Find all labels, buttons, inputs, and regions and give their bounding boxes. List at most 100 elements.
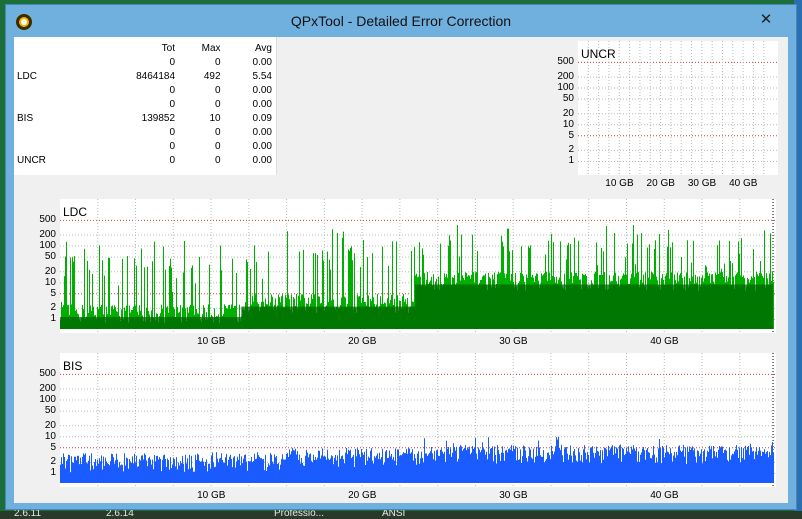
stats-max: 0: [215, 126, 221, 138]
taskbar-item[interactable]: 2.6.14: [106, 508, 134, 519]
stats-row: 0 0 0.00: [14, 55, 276, 69]
stats-label: UNCR: [17, 154, 46, 166]
stats-max: 0: [215, 98, 221, 110]
stats-max: 10: [209, 112, 221, 124]
uncr-chart: UNCR 500 200 100 50 20 10 5 2 1 10 GB 20 GB 30 GB 40…: [534, 37, 788, 195]
stats-label: [14, 55, 98, 69]
uncr-title: UNCR: [581, 47, 616, 61]
bis-plot-area: BIS: [60, 353, 776, 487]
stats-tot: 0: [169, 154, 176, 166]
stats-row: 0 0 0.00: [14, 97, 276, 111]
close-icon: ✕: [759, 11, 773, 28]
stats-label: [14, 97, 98, 111]
stats-label: LDC: [17, 70, 38, 82]
stats-max: 0: [215, 154, 221, 166]
stats-label: BIS: [17, 112, 34, 124]
x-tick-label: 30 GB: [499, 490, 528, 501]
y-tick-label: 50: [562, 93, 574, 105]
ldc-chart: LDC 500 200 100 50 20 10 5 2 1 10 GB 20 GB 30 GB 40 …: [22, 195, 782, 349]
stats-tot: 8464184: [136, 70, 176, 82]
y-tick-label: 100: [39, 240, 56, 252]
uncr-svg: [578, 41, 778, 175]
y-tick-label: 5: [50, 441, 56, 453]
stats-label: [14, 139, 98, 153]
series-bars: [60, 224, 774, 329]
y-tick-label: 5: [50, 287, 56, 299]
window-title: QPxTool - Detailed Error Correction: [290, 13, 512, 29]
stats-avg: 0.00: [252, 84, 272, 96]
stats-tot: 0: [169, 56, 176, 68]
y-tick-label: 10: [562, 118, 574, 130]
y-tick-label: 20: [44, 419, 56, 431]
y-tick-label: 1: [50, 313, 56, 325]
y-tick-label: 200: [39, 382, 56, 394]
y-tick-label: 100: [39, 394, 56, 406]
desktop-edge: [794, 0, 802, 519]
stats-avg: 0.00: [252, 126, 272, 138]
y-tick-label: 10: [44, 276, 56, 288]
y-tick-label: 20: [44, 265, 56, 277]
x-tick-label: 10 GB: [197, 336, 226, 347]
stats-row: 0 0 0.00: [14, 83, 276, 97]
dense-band: [415, 284, 774, 329]
stats-avg: 0.00: [252, 56, 272, 68]
x-tick-label: 40 GB: [650, 336, 679, 347]
stats-tot: 0: [169, 140, 176, 152]
y-tick-label: 50: [44, 405, 56, 417]
y-tick-label: 10: [44, 430, 56, 442]
bis-svg: [60, 353, 776, 487]
stats-header-avg: Avg: [254, 43, 272, 54]
y-tick-label: 200: [39, 228, 56, 240]
bis-chart: BIS 500 200 100 50 20 10 5 2 1 10 GB 20 GB 30 GB 40 …: [22, 349, 782, 503]
stats-label: [14, 83, 98, 97]
series-bars: [60, 436, 774, 483]
dense-band: [241, 306, 415, 329]
title-bar[interactable]: QPxTool - Detailed Error Correction ✕: [6, 5, 796, 37]
y-tick-label: 2: [568, 144, 574, 156]
taskbar-strip: [0, 511, 802, 519]
ldc-title: LDC: [63, 205, 88, 219]
y-tick-label: 2: [50, 302, 56, 314]
app-icon[interactable]: [16, 14, 32, 30]
uncr-plot-area: UNCR: [578, 41, 778, 175]
x-tick-label: 10 GB: [605, 178, 634, 189]
stats-avg: 5.54: [252, 70, 272, 82]
x-tick-label: 40 GB: [729, 178, 758, 189]
stats-row: LDC 8464184 492 5.54: [14, 69, 276, 83]
qpxtool-window: QPxTool - Detailed Error Correction ✕ To…: [5, 4, 797, 510]
stats-header-tot: Tot: [161, 43, 176, 54]
stats-label: [14, 125, 98, 139]
ldc-plot-area: LDC: [60, 199, 776, 333]
y-tick-label: 100: [557, 82, 574, 94]
stats-header-row: Tot Max Avg: [14, 42, 276, 55]
stats-row: UNCR 0 0 0.00: [14, 153, 276, 167]
stats-row: 0 0 0.00: [14, 125, 276, 139]
y-tick-label: 1: [50, 467, 56, 479]
stats-avg: 0.00: [252, 98, 272, 110]
stats-tot: 0: [169, 98, 176, 110]
stats-tot: 0: [169, 84, 176, 96]
x-tick-label: 30 GB: [499, 336, 528, 347]
taskbar-item[interactable]: Professio...: [274, 508, 325, 519]
x-tick-label: 10 GB: [197, 490, 226, 501]
stats-max: 0: [215, 84, 221, 96]
stats-avg: 0.00: [252, 154, 272, 166]
y-tick-label: 5: [568, 129, 574, 141]
y-tick-label: 500: [557, 56, 574, 68]
stats-tot: 0: [169, 126, 176, 138]
y-tick-label: 500: [39, 368, 56, 380]
taskbar-item[interactable]: 2.6.11: [14, 508, 42, 519]
stats-row: 0 0 0.00: [14, 139, 276, 153]
taskbar-item[interactable]: ANSI: [382, 508, 406, 519]
y-tick-label: 20: [562, 107, 574, 119]
close-button[interactable]: ✕: [744, 10, 788, 30]
x-tick-label: 30 GB: [687, 178, 717, 189]
y-tick-label: 1: [568, 155, 574, 167]
stats-max: 0: [215, 56, 221, 68]
stats-avg: 0.00: [252, 140, 272, 152]
stats-tot: 139852: [141, 112, 176, 124]
stats-header-max: Max: [201, 43, 221, 54]
